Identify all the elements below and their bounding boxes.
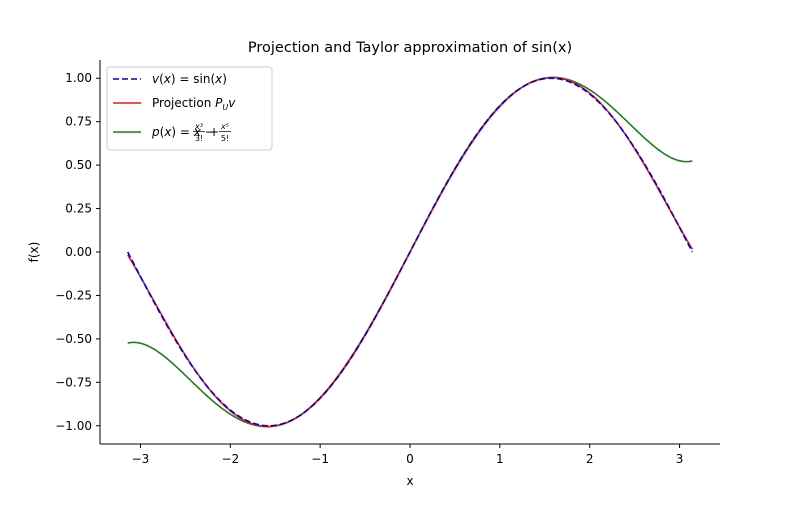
legend-label-taylor: p(x) = x − x³ 3! + x⁵ 5! [151, 122, 231, 143]
chart-title: Projection and Taylor approximation of s… [248, 40, 572, 56]
x-tick-label: 3 [676, 452, 684, 466]
series-sin-line [126, 77, 694, 427]
y-tick-label: 1.00 [65, 71, 92, 85]
legend-label-projection: Projection PUv [152, 96, 236, 112]
x-tick-label: −1 [311, 452, 329, 466]
x-tick-label: −2 [221, 452, 239, 466]
y-tick-label: −0.75 [55, 375, 92, 389]
svg-text:+: + [209, 125, 219, 139]
y-tick-label: −0.25 [55, 288, 92, 302]
legend: v(x) = sin(x) Projection PUv p(x) = x − … [106, 66, 273, 151]
x-tick-label: 2 [586, 452, 594, 466]
y-tick-label: 0.25 [65, 202, 92, 216]
plot-lines [126, 76, 694, 428]
x-tick-label: 0 [406, 452, 414, 466]
y-tick-label: −0.50 [55, 332, 92, 346]
y-tick-label: 0.50 [65, 158, 92, 172]
svg-text:x³: x³ [194, 122, 203, 131]
x-axis-label: x [406, 474, 413, 488]
y-tick-label: 0.00 [65, 245, 92, 259]
svg-text:p(x) = x −: p(x) = x − [151, 125, 215, 139]
y-axis-label: f(x) [27, 242, 41, 263]
x-ticks: −3 −2 −1 0 1 2 3 [132, 444, 684, 466]
y-tick-label: −1.00 [55, 419, 92, 433]
svg-text:5!: 5! [221, 134, 229, 143]
x-tick-label: −3 [132, 452, 150, 466]
x-tick-label: 1 [496, 452, 504, 466]
y-tick-label: 0.75 [65, 115, 92, 129]
legend-box [106, 66, 273, 151]
svg-text:x⁵: x⁵ [220, 122, 229, 131]
svg-text:3!: 3! [195, 134, 203, 143]
y-ticks: 1.00 0.75 0.50 0.25 0.00 −0.25 −0.50 −0.75 −1.00 [55, 71, 100, 433]
legend-label-sin: v(x) = sin(x) [152, 72, 227, 86]
